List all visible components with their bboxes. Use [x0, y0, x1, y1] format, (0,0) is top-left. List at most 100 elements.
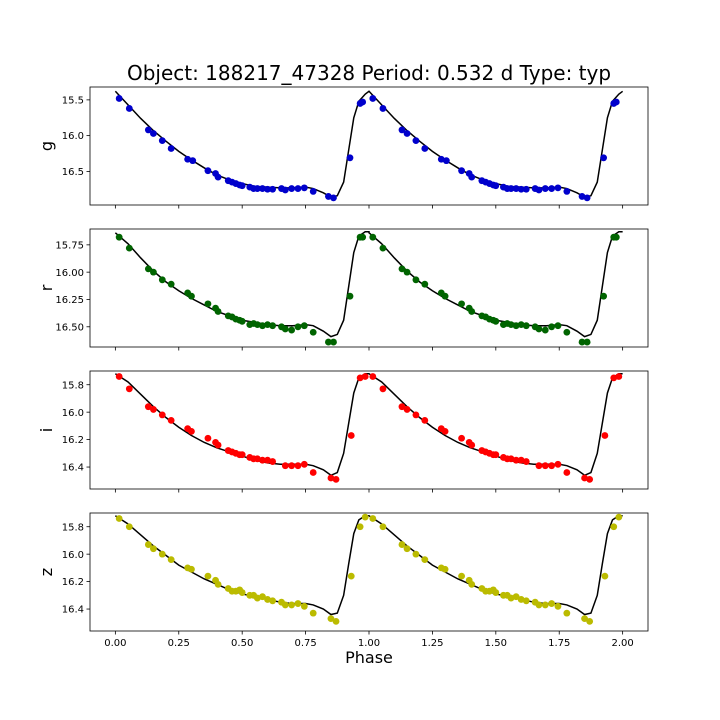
data-point-g-51: [507, 185, 515, 192]
data-point-g-62: [583, 194, 591, 202]
data-point-g-65: [612, 98, 620, 106]
data-point-z-4: [158, 550, 166, 558]
data-point-g-18: [254, 185, 261, 192]
data-point-z-30: [347, 572, 355, 580]
y-tick-label-i-1: 16.0: [62, 408, 84, 419]
data-point-r-15: [238, 317, 246, 325]
data-point-z-40: [441, 565, 449, 573]
data-point-r-40: [441, 292, 449, 300]
data-point-r-35: [398, 265, 406, 273]
data-point-i-34: [398, 403, 406, 411]
model-curve-z: [114, 514, 623, 616]
data-point-i-4: [158, 411, 166, 419]
y-tick-label-z-3: 16.4: [62, 605, 84, 616]
data-point-r-59: [554, 322, 562, 330]
data-point-z-0: [115, 515, 123, 522]
data-point-r-3: [150, 268, 157, 276]
x-tick-label-4: 1.00: [358, 638, 380, 649]
data-point-r-33: [369, 233, 377, 241]
y-tick-label-g-0: 15.5: [62, 95, 84, 106]
data-point-z-34: [379, 523, 387, 531]
data-point-z-59: [554, 602, 562, 610]
data-point-z-2: [144, 541, 152, 548]
data-point-i-2: [144, 403, 152, 411]
data-point-i-3: [150, 406, 157, 413]
data-point-r-32: [359, 233, 367, 241]
data-point-i-7: [188, 427, 195, 435]
data-point-i-15: [238, 451, 246, 459]
data-point-z-38: [421, 556, 429, 564]
y-axis-label-i: i: [37, 428, 56, 432]
data-point-i-35: [403, 406, 411, 413]
data-point-g-8: [204, 167, 212, 175]
panel-i: 15.8 16.0 16.2 16.4 i: [37, 370, 649, 493]
data-point-r-21: [269, 322, 277, 330]
data-point-g-25: [294, 185, 302, 192]
data-point-i-36: [412, 411, 420, 419]
data-point-i-57: [554, 460, 562, 468]
model-curve-i: [114, 372, 623, 477]
data-point-r-29: [330, 338, 337, 346]
data-point-r-24: [288, 326, 296, 334]
data-point-r-60: [563, 328, 571, 336]
data-point-r-4: [158, 276, 166, 284]
data-point-i-25: [300, 460, 308, 468]
data-point-i-22: [281, 462, 289, 470]
data-point-i-28: [332, 476, 340, 483]
data-point-i-56: [548, 462, 556, 470]
data-point-z-35: [398, 541, 406, 548]
data-point-r-38: [421, 280, 429, 288]
data-point-r-41: [458, 300, 465, 308]
data-point-z-3: [150, 545, 157, 553]
y-tick-label-r-3: 16.50: [55, 322, 84, 333]
data-point-r-2: [144, 265, 152, 273]
data-point-g-48: [492, 182, 500, 190]
data-point-z-8: [204, 572, 212, 580]
data-point-r-20: [264, 321, 271, 328]
data-point-z-57: [541, 601, 549, 609]
data-point-g-36: [403, 130, 411, 137]
data-point-z-23: [281, 601, 289, 609]
data-point-g-52: [512, 185, 520, 192]
data-point-i-31: [361, 373, 369, 380]
data-point-i-55: [541, 462, 549, 470]
data-point-g-40: [442, 157, 450, 165]
data-point-g-53: [517, 185, 525, 193]
data-point-r-51: [507, 321, 515, 328]
data-point-r-19: [259, 322, 266, 330]
data-point-r-27: [309, 328, 317, 336]
model-curve-g: [114, 90, 624, 198]
data-point-g-56: [535, 186, 543, 194]
data-point-r-23: [281, 325, 289, 333]
data-point-i-53: [522, 458, 530, 465]
data-point-g-27: [309, 188, 317, 195]
y-tick-label-i-0: 15.8: [62, 380, 84, 391]
data-point-z-65: [615, 513, 623, 521]
x-tick-label-3: 0.75: [294, 638, 316, 649]
data-point-i-63: [615, 373, 623, 380]
data-point-g-21: [269, 185, 277, 193]
data-point-z-28: [327, 615, 335, 623]
data-point-r-1: [125, 244, 133, 252]
data-point-g-3: [150, 130, 157, 137]
data-point-i-58: [563, 469, 571, 476]
data-point-z-32: [361, 513, 369, 521]
data-point-g-34: [379, 105, 387, 112]
data-point-i-21: [269, 458, 277, 465]
data-point-r-34: [379, 244, 387, 252]
data-point-z-33: [369, 515, 377, 522]
data-point-g-23: [281, 186, 289, 194]
y-tick-label-r-0: 15.75: [55, 240, 84, 251]
data-point-i-26: [309, 469, 317, 476]
data-point-g-57: [541, 185, 549, 192]
data-point-z-48: [492, 589, 500, 596]
data-point-g-32: [359, 98, 367, 106]
data-point-z-56: [535, 601, 543, 609]
data-point-g-7: [189, 157, 197, 165]
data-point-r-8: [204, 300, 212, 308]
data-point-z-26: [300, 602, 308, 610]
data-point-i-47: [492, 451, 500, 459]
data-point-r-0: [115, 233, 123, 241]
data-point-g-60: [563, 188, 571, 195]
